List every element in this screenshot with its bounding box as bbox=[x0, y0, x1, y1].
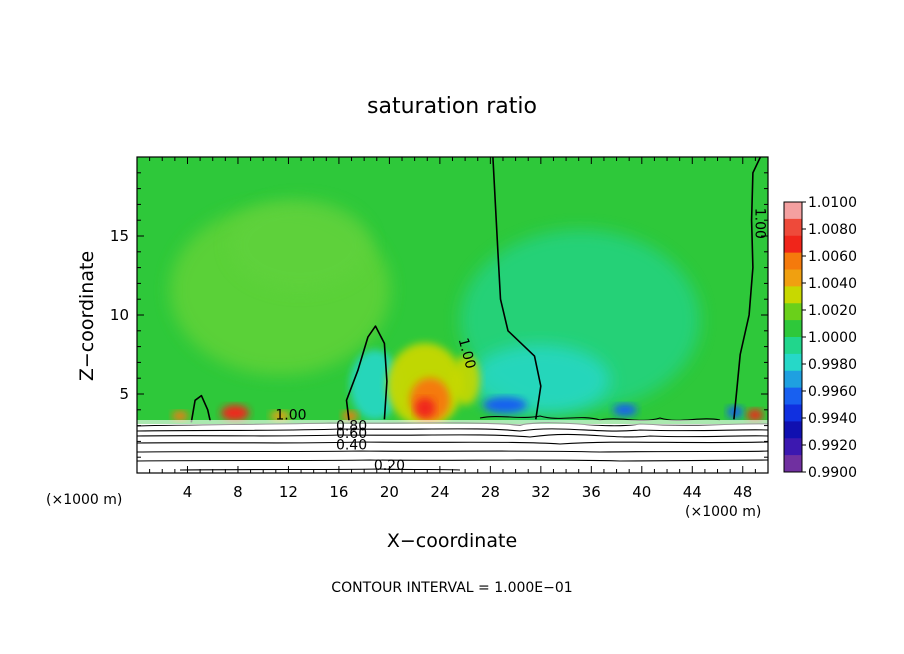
contour-label: 0.20 bbox=[374, 458, 405, 474]
y-tick-label: 5 bbox=[119, 385, 129, 403]
colorbar-label: 1.0060 bbox=[808, 249, 857, 265]
x-tick-label: 32 bbox=[531, 483, 550, 501]
x-tick-label: 4 bbox=[183, 483, 193, 501]
x-unit-left: (×1000 m) bbox=[46, 492, 122, 508]
colorbar-swatch bbox=[784, 218, 802, 237]
colorbar-label: 0.9940 bbox=[808, 411, 857, 427]
cyan-region-center bbox=[350, 350, 400, 420]
colorbar-swatch bbox=[784, 421, 802, 439]
colorbar: 1.0100 1.0080 1.0060 1.0040 1.0020 1.0000 0.99… bbox=[783, 195, 857, 481]
surface-strip bbox=[137, 420, 768, 425]
blue-patch-a bbox=[483, 397, 527, 413]
y-axis: 5 10 15 bbox=[110, 172, 768, 458]
x-tick-label: 28 bbox=[481, 483, 500, 501]
contour-line bbox=[190, 394, 211, 423]
colorbar-swatch bbox=[784, 202, 802, 220]
light-green-region-top bbox=[230, 200, 370, 290]
colorbar-label: 1.0000 bbox=[808, 330, 857, 346]
colorbar-label: 0.9920 bbox=[808, 438, 857, 454]
contour-label: 0.60 bbox=[336, 426, 367, 442]
contour-line bbox=[345, 325, 388, 421]
low-level-band bbox=[137, 424, 768, 473]
colorbar-label: 1.0080 bbox=[808, 222, 857, 238]
x-tick-label: 24 bbox=[430, 483, 449, 501]
colorbar-swatch bbox=[784, 286, 802, 304]
contour-label: 0.80 bbox=[336, 418, 367, 434]
red-patch-c bbox=[747, 409, 763, 421]
contour-labels: 1.00 1.00 1.00 0.800.600.40 0.20 bbox=[275, 208, 767, 474]
yellow-region-mid bbox=[452, 355, 480, 405]
x-tick-label: 36 bbox=[582, 483, 601, 501]
colorbar-label: 0.9900 bbox=[808, 465, 857, 481]
plot-area bbox=[137, 157, 768, 473]
colorbar-label: 1.0040 bbox=[808, 276, 857, 292]
colorbar-swatch bbox=[784, 269, 802, 287]
contour-interval-note: CONTOUR INTERVAL = 1.000E−01 bbox=[331, 580, 572, 596]
contour-line bbox=[492, 157, 542, 420]
colorbar-swatch bbox=[784, 404, 802, 422]
red-core-center bbox=[415, 398, 435, 418]
x-tick-label: 12 bbox=[279, 483, 298, 501]
x-axis-label: X−coordinate bbox=[387, 530, 517, 552]
red-patch-b bbox=[342, 411, 358, 421]
contour-label: 0.40 bbox=[336, 437, 367, 453]
chart-title: saturation ratio bbox=[367, 94, 537, 119]
contour-label: 1.00 bbox=[275, 407, 306, 423]
x-tick-label: 20 bbox=[380, 483, 399, 501]
colorbar-label: 1.0100 bbox=[808, 195, 857, 211]
x-tick-label: 44 bbox=[683, 483, 702, 501]
colorbar-swatch bbox=[784, 353, 802, 372]
x-tick-label: 16 bbox=[329, 483, 348, 501]
colorbar-swatch bbox=[784, 337, 802, 355]
x-tick-label: 48 bbox=[733, 483, 752, 501]
colorbar-swatch bbox=[784, 320, 802, 338]
x-axis: 4 8 12 16 20 24 28 32 36 40 44 48 bbox=[149, 157, 756, 501]
x-tick-label: 8 bbox=[233, 483, 243, 501]
colorbar-swatch bbox=[784, 387, 802, 405]
blue-patch-b bbox=[613, 404, 637, 416]
colorbar-swatch bbox=[784, 303, 802, 321]
orange-patch-a bbox=[172, 411, 188, 421]
colorbar-label: 0.9980 bbox=[808, 357, 857, 373]
colorbar-swatch bbox=[784, 252, 802, 270]
x-tick-label: 40 bbox=[632, 483, 651, 501]
upper-contours bbox=[190, 157, 762, 423]
red-patch-a bbox=[221, 405, 249, 421]
y-axis-label: Z−coordinate bbox=[76, 251, 98, 381]
colorbar-label: 1.0020 bbox=[808, 303, 857, 319]
contour-line bbox=[733, 157, 762, 420]
colorbar-swatch bbox=[784, 438, 802, 456]
contour-label: 1.00 bbox=[751, 208, 767, 239]
heatmap-field bbox=[170, 200, 763, 427]
orange-patch-b bbox=[270, 411, 290, 421]
colorbar-swatch bbox=[784, 455, 802, 473]
colorbar-swatch bbox=[784, 235, 802, 254]
contour-label: 1.00 bbox=[455, 336, 479, 370]
y-tick-label: 15 bbox=[110, 227, 129, 245]
colorbar-label: 0.9960 bbox=[808, 384, 857, 400]
colorbar-swatch bbox=[784, 370, 802, 389]
y-tick-label: 10 bbox=[110, 306, 129, 324]
x-unit-right: (×1000 m) bbox=[685, 504, 761, 520]
